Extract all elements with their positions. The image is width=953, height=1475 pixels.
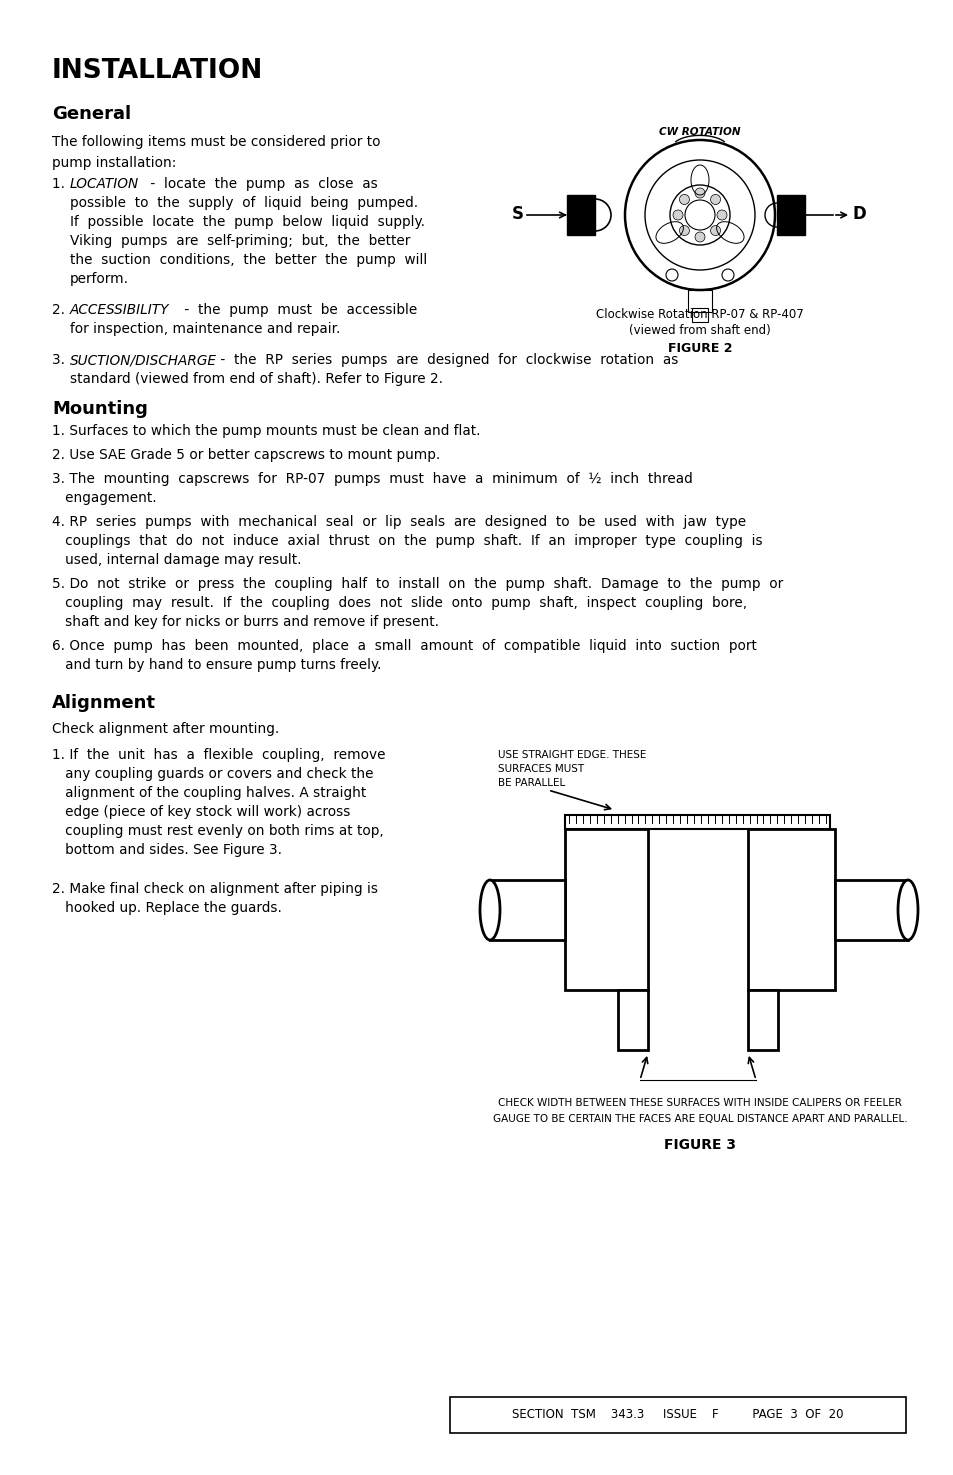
Text: edge (piece of key stock will work) across: edge (piece of key stock will work) acro… [52, 805, 350, 819]
Text: SECTION  TSM    343.3     ISSUE    F         PAGE  3  OF  20: SECTION TSM 343.3 ISSUE F PAGE 3 OF 20 [512, 1409, 842, 1422]
Text: -  the  pump  must  be  accessible: - the pump must be accessible [180, 302, 416, 317]
Text: -  locate  the  pump  as  close  as: - locate the pump as close as [146, 177, 377, 190]
Text: possible  to  the  supply  of  liquid  being  pumped.: possible to the supply of liquid being p… [70, 196, 417, 209]
Circle shape [710, 226, 720, 236]
Text: 2. Use SAE Grade 5 or better capscrews to mount pump.: 2. Use SAE Grade 5 or better capscrews t… [52, 448, 439, 462]
Text: coupling must rest evenly on both rims at top,: coupling must rest evenly on both rims a… [52, 825, 383, 838]
Text: coupling  may  result.  If  the  coupling  does  not  slide  onto  pump  shaft, : coupling may result. If the coupling doe… [52, 596, 746, 611]
Bar [691, 308, 707, 322]
Text: Clockwise Rotation RP-07 & RP-407: Clockwise Rotation RP-07 & RP-407 [596, 308, 803, 322]
Text: and turn by hand to ensure pump turns freely.: and turn by hand to ensure pump turns fr… [52, 658, 381, 673]
Text: 2.: 2. [52, 302, 70, 317]
Text: alignment of the coupling halves. A straight: alignment of the coupling halves. A stra… [52, 786, 366, 799]
Text: 1. If  the  unit  has  a  flexible  coupling,  remove: 1. If the unit has a flexible coupling, … [52, 748, 385, 763]
Circle shape [672, 209, 682, 220]
Text: -  the  RP  series  pumps  are  designed  for  clockwise  rotation  as: - the RP series pumps are designed for c… [215, 353, 678, 367]
Text: S: S [512, 205, 523, 223]
Circle shape [717, 209, 726, 220]
Text: (viewed from shaft end): (viewed from shaft end) [628, 324, 770, 336]
Text: INSTALLATION: INSTALLATION [52, 58, 263, 84]
Text: LOCATION: LOCATION [70, 177, 139, 190]
Text: shaft and key for nicks or burrs and remove if present.: shaft and key for nicks or burrs and rem… [52, 615, 438, 628]
Text: D: D [852, 205, 866, 223]
Text: Mounting: Mounting [52, 400, 148, 417]
Bar [687, 291, 711, 313]
Ellipse shape [897, 881, 917, 940]
Text: GAUGE TO BE CERTAIN THE FACES ARE EQUAL DISTANCE APART AND PARALLEL.: GAUGE TO BE CERTAIN THE FACES ARE EQUAL … [492, 1114, 906, 1124]
Bar [747, 829, 834, 990]
Circle shape [695, 232, 704, 242]
Text: any coupling guards or covers and check the: any coupling guards or covers and check … [52, 767, 374, 780]
Text: CW ROTATION: CW ROTATION [659, 127, 740, 137]
Text: The following items must be considered prior to
pump installation:: The following items must be considered p… [52, 136, 380, 170]
Text: 1. Surfaces to which the pump mounts must be clean and flat.: 1. Surfaces to which the pump mounts mus… [52, 423, 480, 438]
Bar [566, 195, 595, 235]
Text: the  suction  conditions,  the  better  the  pump  will: the suction conditions, the better the p… [70, 254, 427, 267]
Bar [564, 816, 829, 829]
Bar [834, 881, 907, 940]
Text: CHECK WIDTH BETWEEN THESE SURFACES WITH INSIDE CALIPERS OR FEELER: CHECK WIDTH BETWEEN THESE SURFACES WITH … [497, 1097, 901, 1108]
Circle shape [679, 195, 689, 205]
Bar [490, 881, 564, 940]
Text: SUCTION/DISCHARGE: SUCTION/DISCHARGE [70, 353, 216, 367]
Text: Alignment: Alignment [52, 695, 156, 712]
Text: couplings  that  do  not  induce  axial  thrust  on  the  pump  shaft.  If  an  : couplings that do not induce axial thrus… [52, 534, 761, 549]
Circle shape [679, 226, 689, 236]
Text: for inspection, maintenance and repair.: for inspection, maintenance and repair. [70, 322, 340, 336]
Text: 6. Once  pump  has  been  mounted,  place  a  small  amount  of  compatible  liq: 6. Once pump has been mounted, place a s… [52, 639, 756, 653]
Text: USE STRAIGHT EDGE. THESE
SURFACES MUST
BE PARALLEL: USE STRAIGHT EDGE. THESE SURFACES MUST B… [497, 749, 646, 788]
Text: perform.: perform. [70, 271, 129, 286]
Bar [747, 990, 778, 1050]
Bar [618, 990, 647, 1050]
Bar [564, 829, 647, 990]
Text: Viking  pumps  are  self-priming;  but,  the  better: Viking pumps are self-priming; but, the … [70, 235, 410, 248]
Bar [450, 1397, 905, 1434]
Circle shape [695, 187, 704, 198]
Text: FIGURE 2: FIGURE 2 [667, 342, 732, 355]
Text: 5. Do  not  strike  or  press  the  coupling  half  to  install  on  the  pump  : 5. Do not strike or press the coupling h… [52, 577, 782, 591]
Text: FIGURE 3: FIGURE 3 [663, 1139, 735, 1152]
Circle shape [710, 195, 720, 205]
Bar [776, 195, 804, 235]
Text: bottom and sides. See Figure 3.: bottom and sides. See Figure 3. [52, 844, 282, 857]
Text: If  possible  locate  the  pump  below  liquid  supply.: If possible locate the pump below liquid… [70, 215, 424, 229]
Text: 3. The  mounting  capscrews  for  RP-07  pumps  must  have  a  minimum  of  ½  i: 3. The mounting capscrews for RP-07 pump… [52, 472, 692, 485]
Text: used, internal damage may result.: used, internal damage may result. [52, 553, 301, 566]
Text: engagement.: engagement. [52, 491, 156, 504]
Text: 2. Make final check on alignment after piping is: 2. Make final check on alignment after p… [52, 882, 377, 895]
Ellipse shape [479, 881, 499, 940]
Text: 3.: 3. [52, 353, 70, 367]
Text: Check alignment after mounting.: Check alignment after mounting. [52, 721, 279, 736]
Text: 4. RP  series  pumps  with  mechanical  seal  or  lip  seals  are  designed  to : 4. RP series pumps with mechanical seal … [52, 515, 745, 530]
Text: standard (viewed from end of shaft). Refer to Figure 2.: standard (viewed from end of shaft). Ref… [70, 372, 442, 386]
Text: hooked up. Replace the guards.: hooked up. Replace the guards. [52, 901, 281, 914]
Text: General: General [52, 105, 131, 122]
Text: ACCESSIBILITY: ACCESSIBILITY [70, 302, 170, 317]
Text: 1.: 1. [52, 177, 70, 190]
